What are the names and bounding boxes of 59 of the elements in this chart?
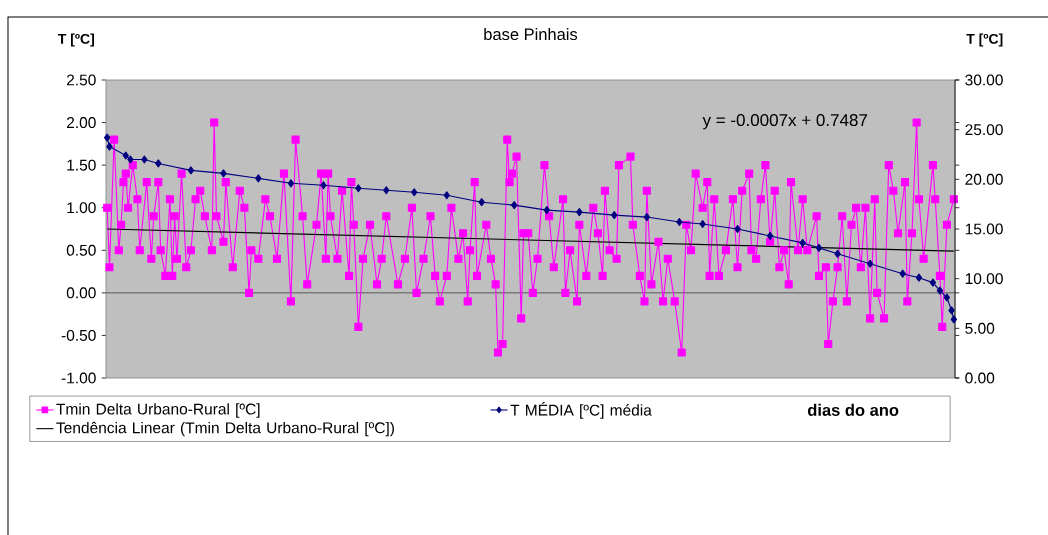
point <box>915 273 923 282</box>
point <box>899 269 906 278</box>
y2-tick-label: 10.00 <box>965 273 1003 285</box>
point <box>220 169 227 178</box>
point <box>103 133 111 142</box>
y2-tick-label: 5.00 <box>965 322 995 334</box>
point <box>611 211 618 220</box>
y-tick-label: 2.00 <box>66 117 96 129</box>
legend-label: Tendência Linear (Tmin Delta Urbano-Rural [ºC]) <box>56 421 394 437</box>
y-tick-label: 2.50 <box>66 74 96 86</box>
point <box>443 191 450 200</box>
point <box>320 181 327 190</box>
point <box>950 315 958 324</box>
point <box>127 155 134 164</box>
point <box>141 155 148 164</box>
point <box>766 231 774 240</box>
point <box>936 286 944 295</box>
point <box>122 151 129 160</box>
y-tick-label: 0.00 <box>66 287 96 299</box>
y-tick-label: 1.50 <box>67 159 96 171</box>
point <box>106 142 113 151</box>
point <box>699 219 706 229</box>
point <box>834 249 841 258</box>
y-tick-label: -0.50 <box>61 329 96 341</box>
y2-tick-label: 15.00 <box>965 223 1003 235</box>
point <box>576 208 583 217</box>
point <box>543 206 550 215</box>
y2-tick-label: 0.00 <box>965 372 995 384</box>
point <box>383 186 390 195</box>
legend-label: Tmin Delta Urbano-Rural [ºC] <box>56 403 260 418</box>
y-tick-label: 1.00 <box>67 202 96 214</box>
point <box>355 184 362 193</box>
x-axis-title: dias do ano <box>807 403 899 416</box>
point <box>155 159 162 168</box>
point <box>287 179 295 188</box>
point <box>815 243 823 252</box>
point <box>478 198 485 207</box>
point <box>676 217 683 227</box>
y-tick-label: 0.50 <box>66 244 96 256</box>
y2-tick-label: 30.00 <box>965 74 1003 86</box>
point <box>734 224 741 234</box>
point <box>187 166 195 175</box>
point <box>866 259 874 268</box>
legend-label: T MÉDIA [ºC] média <box>510 402 652 419</box>
point <box>948 306 955 315</box>
y-axis-title: T [ºC] <box>57 33 94 47</box>
chart-title: base Pinhais <box>484 28 578 41</box>
annotation: y = -0.0007x + 0.7487 <box>702 114 868 130</box>
y2-axis-title: T [ºC] <box>966 33 1003 47</box>
point <box>799 238 806 247</box>
point <box>511 201 518 210</box>
point <box>643 213 650 222</box>
point <box>411 188 418 197</box>
y-tick-label: -1.00 <box>61 372 96 384</box>
point <box>929 278 937 287</box>
point <box>943 293 951 302</box>
y2-tick-label: 25.00 <box>965 124 1003 136</box>
y2-tick-label: 20.00 <box>965 173 1003 185</box>
point <box>255 174 262 183</box>
